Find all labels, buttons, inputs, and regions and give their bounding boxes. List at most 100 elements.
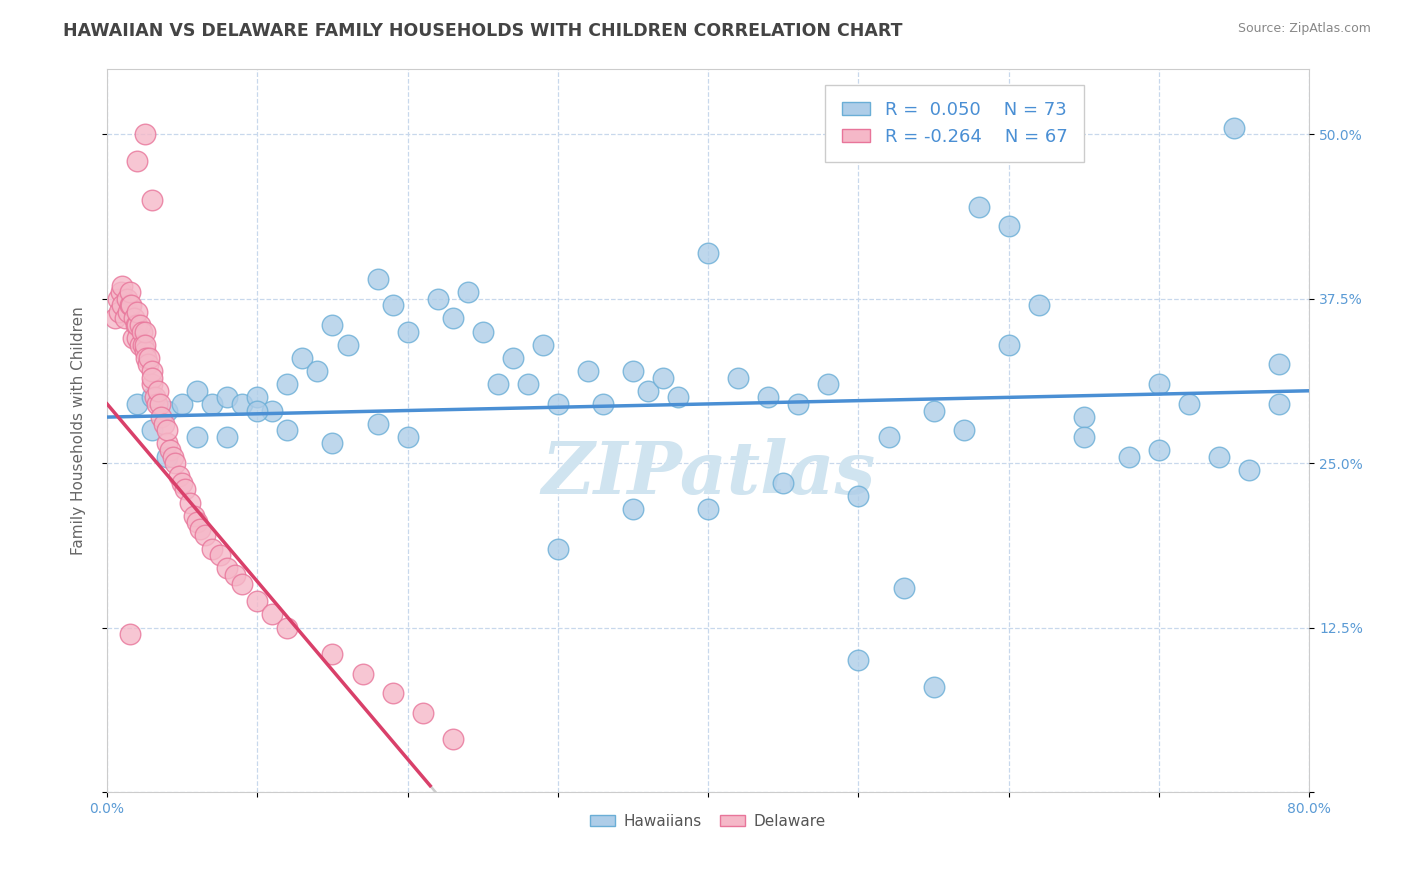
Point [127,331,149,345]
Point [194,528,217,542]
Point [118,285,141,299]
Point [1268,358,1291,372]
Point [120,298,142,312]
Point [1223,120,1246,135]
Point [172,397,194,411]
Point [141,370,163,384]
Point [141,377,163,392]
Point [141,193,163,207]
Point [143,390,166,404]
Point [502,351,524,365]
Point [129,318,152,332]
Point [118,298,141,312]
Point [997,219,1019,234]
Point [471,325,494,339]
Point [531,337,554,351]
Point [1073,430,1095,444]
Point [1208,450,1230,464]
Point [159,442,181,457]
Point [131,325,153,339]
Point [621,364,644,378]
Point [127,305,149,319]
Point [291,351,314,365]
Point [217,390,239,404]
Point [441,311,464,326]
Point [276,621,298,635]
Point [637,384,659,398]
Point [163,456,186,470]
Point [103,311,125,326]
Point [547,541,569,556]
Point [396,325,419,339]
Point [186,516,208,530]
Point [848,489,870,503]
Point [134,128,156,142]
Point [547,397,569,411]
Point [107,292,129,306]
Point [118,627,141,641]
Point [186,384,208,398]
Point [141,390,163,404]
Point [150,410,173,425]
Point [367,417,389,431]
Point [817,377,839,392]
Point [115,292,138,306]
Point [156,436,179,450]
Point [110,285,132,299]
Point [224,568,246,582]
Point [1178,397,1201,411]
Point [1028,298,1050,312]
Point [441,732,464,747]
Point [134,344,156,359]
Point [134,337,156,351]
Point [367,272,389,286]
Point [321,647,343,661]
Point [188,522,211,536]
Point [727,370,749,384]
Point [1237,463,1260,477]
Point [129,337,152,351]
Point [141,423,163,437]
Point [772,475,794,490]
Text: HAWAIIAN VS DELAWARE FAMILY HOUSEHOLDS WITH CHILDREN CORRELATION CHART: HAWAIIAN VS DELAWARE FAMILY HOUSEHOLDS W… [63,22,903,40]
Point [1268,397,1291,411]
Point [124,318,146,332]
Point [156,450,179,464]
Point [666,390,689,404]
Point [134,325,156,339]
Point [117,305,139,319]
Point [111,278,134,293]
Point [127,318,149,332]
Point [183,508,205,523]
Point [121,331,143,345]
Point [172,475,194,490]
Point [1073,410,1095,425]
Point [246,594,269,608]
Point [162,450,184,464]
Point [136,358,159,372]
Point [132,337,155,351]
Point [179,495,201,509]
Point [321,436,343,450]
Point [352,666,374,681]
Point [321,318,343,332]
Point [141,364,163,378]
Point [246,390,269,404]
Point [156,403,179,417]
Point [396,430,419,444]
Point [697,502,720,516]
Point [1118,450,1140,464]
Point [135,351,157,365]
Point [262,607,284,622]
Point [848,653,870,667]
Point [201,397,224,411]
Point [276,377,298,392]
Point [426,292,449,306]
Legend: Hawaiians, Delaware: Hawaiians, Delaware [583,808,832,835]
Point [1147,377,1170,392]
Point [114,311,136,326]
Point [138,351,160,365]
Point [457,285,479,299]
Point [922,680,945,694]
Point [186,430,208,444]
